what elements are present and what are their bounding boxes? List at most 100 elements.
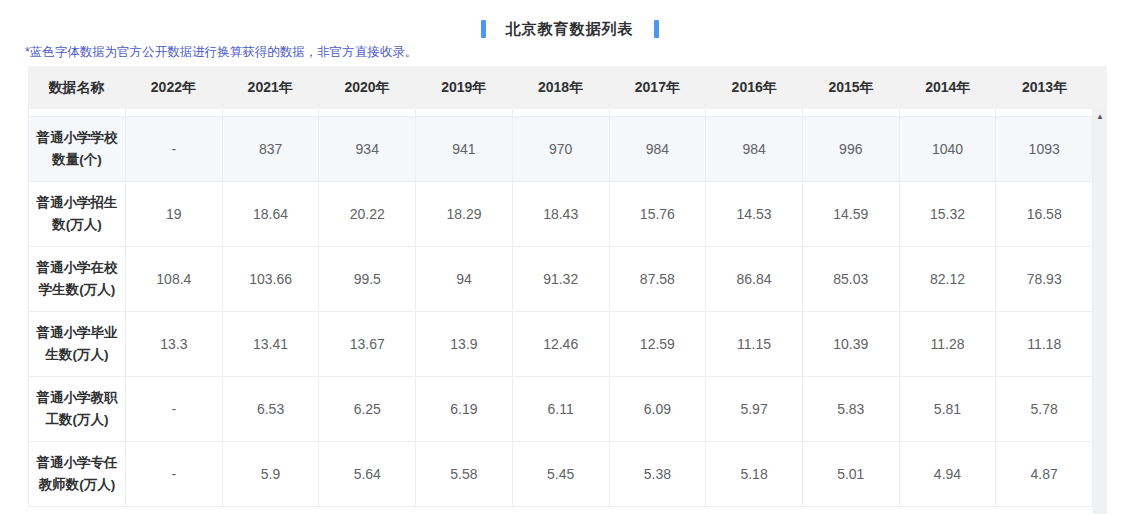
data-cell: 14.59: [803, 182, 900, 246]
data-cell: 13.3: [126, 312, 223, 376]
partial-cell: [706, 109, 803, 116]
data-cell: 10.39: [803, 312, 900, 376]
column-header-year: 2017年: [609, 79, 706, 97]
vertical-scrollbar[interactable]: ▲: [1093, 109, 1107, 514]
data-cell: 91.32: [513, 247, 610, 311]
row-label-cell: 普通小学毕业生数(万人): [29, 312, 126, 376]
data-cell: 5.18: [706, 442, 803, 506]
table-row: 普通小学在校学生数(万人)108.4103.6699.59491.3287.58…: [29, 247, 1093, 312]
table-row: 普通小学教职工数(万人)-6.536.256.196.116.095.975.8…: [29, 377, 1093, 442]
data-cell: 99.5: [319, 247, 416, 311]
data-cell: 5.9: [223, 442, 320, 506]
partial-cell: [319, 109, 416, 116]
row-label-cell: 普通小学专任教师数(万人): [29, 442, 126, 506]
partial-cell: [416, 109, 513, 116]
data-source-note: *蓝色字体数据为官方公开数据进行换算获得的数据，非官方直接收录。: [25, 42, 1139, 62]
data-cell: -: [126, 117, 223, 181]
row-label-cell: 普通小学在校学生数(万人): [29, 247, 126, 311]
data-cell: 4.94: [900, 442, 997, 506]
title-right-bar-icon: [654, 20, 659, 38]
column-header-year: 2021年: [222, 79, 319, 97]
data-cell: 15.32: [900, 182, 997, 246]
partial-cell: [513, 109, 610, 116]
data-cell: 6.19: [416, 377, 513, 441]
data-cell: 13.67: [319, 312, 416, 376]
data-cell: 6.11: [513, 377, 610, 441]
data-cell: 14.53: [706, 182, 803, 246]
partial-row: [29, 109, 1093, 117]
column-header-year: 2013年: [996, 79, 1093, 97]
column-header-year: 2022年: [125, 79, 222, 97]
data-cell: 12.59: [610, 312, 707, 376]
data-cell: 5.83: [803, 377, 900, 441]
data-cell: 5.78: [996, 377, 1093, 441]
data-cell: 20.22: [319, 182, 416, 246]
row-label-cell: 普通小学招生数(万人): [29, 182, 126, 246]
partial-cell: [996, 109, 1093, 116]
data-cell: 970: [513, 117, 610, 181]
table-header-row: 数据名称2022年2021年2020年2019年2018年2017年2016年2…: [28, 66, 1107, 109]
data-cell: 11.18: [996, 312, 1093, 376]
data-cell: -: [126, 442, 223, 506]
column-header-year: 2015年: [803, 79, 900, 97]
page: 北京教育数据列表 *蓝色字体数据为官方公开数据进行换算获得的数据，非官方直接收录…: [0, 0, 1139, 514]
data-cell: 13.9: [416, 312, 513, 376]
data-cell: 1093: [996, 117, 1093, 181]
data-cell: 13.41: [223, 312, 320, 376]
page-title-text: 北京教育数据列表: [506, 20, 634, 39]
data-cell: 6.09: [610, 377, 707, 441]
table-row: 普通小学招生数(万人)1918.6420.2218.2918.4315.7614…: [29, 182, 1093, 247]
scroll-up-arrow-icon[interactable]: ▲: [1093, 109, 1107, 125]
table-row: 普通小学毕业生数(万人)13.313.4113.6713.912.4612.59…: [29, 312, 1093, 377]
data-cell: 5.58: [416, 442, 513, 506]
row-label-cell: 普通小学学校数量(个): [29, 117, 126, 181]
data-cell: 1040: [900, 117, 997, 181]
data-cell: 5.81: [900, 377, 997, 441]
data-cell: 5.38: [610, 442, 707, 506]
row-label-cell: 普通小学教职工数(万人): [29, 377, 126, 441]
partial-cell: [29, 109, 126, 116]
data-cell: 11.15: [706, 312, 803, 376]
data-cell: 16.58: [996, 182, 1093, 246]
data-cell: 18.43: [513, 182, 610, 246]
data-cell: 94: [416, 247, 513, 311]
partial-cell: [126, 109, 223, 116]
table-row: 普通小学专任教师数(万人)-5.95.645.585.455.385.185.0…: [29, 442, 1093, 507]
data-cell: 78.93: [996, 247, 1093, 311]
data-cell: 86.84: [706, 247, 803, 311]
data-cell: 941: [416, 117, 513, 181]
table-body[interactable]: 普通小学学校数量(个)-8379349419709849849961040109…: [28, 109, 1093, 507]
partial-cell: [223, 109, 320, 116]
data-cell: 11.28: [900, 312, 997, 376]
column-header-year: 2014年: [899, 79, 996, 97]
column-header-year: 2018年: [512, 79, 609, 97]
data-cell: 5.97: [706, 377, 803, 441]
column-header-year: 2019年: [415, 79, 512, 97]
data-cell: 15.76: [610, 182, 707, 246]
partial-cell: [803, 109, 900, 116]
column-header-year: 2016年: [706, 79, 803, 97]
data-cell: 5.64: [319, 442, 416, 506]
data-cell: 4.87: [996, 442, 1093, 506]
table-row: 普通小学学校数量(个)-8379349419709849849961040109…: [29, 117, 1093, 182]
data-table: 数据名称2022年2021年2020年2019年2018年2017年2016年2…: [28, 66, 1107, 507]
column-header-year: 2020年: [319, 79, 416, 97]
column-header-name: 数据名称: [28, 79, 125, 97]
data-cell: 6.25: [319, 377, 416, 441]
data-cell: 984: [706, 117, 803, 181]
partial-cell: [610, 109, 707, 116]
data-cell: 18.29: [416, 182, 513, 246]
data-cell: 12.46: [513, 312, 610, 376]
data-cell: 19: [126, 182, 223, 246]
data-cell: 996: [803, 117, 900, 181]
title-left-bar-icon: [481, 20, 486, 38]
partial-cell: [900, 109, 997, 116]
data-cell: 108.4: [126, 247, 223, 311]
data-cell: 6.53: [223, 377, 320, 441]
data-cell: 837: [223, 117, 320, 181]
data-cell: 5.45: [513, 442, 610, 506]
data-cell: -: [126, 377, 223, 441]
data-cell: 85.03: [803, 247, 900, 311]
header-scrollbar-gutter: [1093, 66, 1107, 109]
data-cell: 103.66: [223, 247, 320, 311]
